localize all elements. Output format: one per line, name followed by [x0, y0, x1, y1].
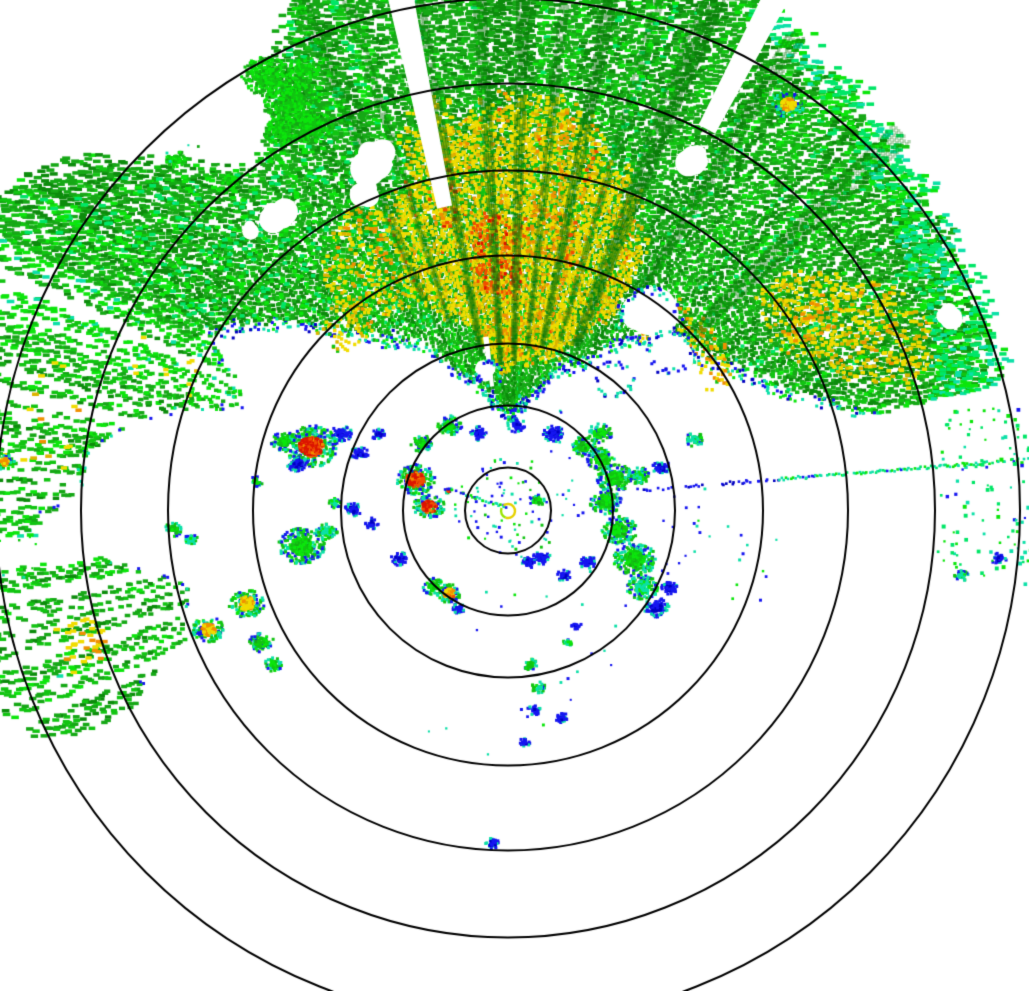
radar-display [0, 0, 1029, 991]
radar-ppi-canvas [0, 0, 1029, 991]
